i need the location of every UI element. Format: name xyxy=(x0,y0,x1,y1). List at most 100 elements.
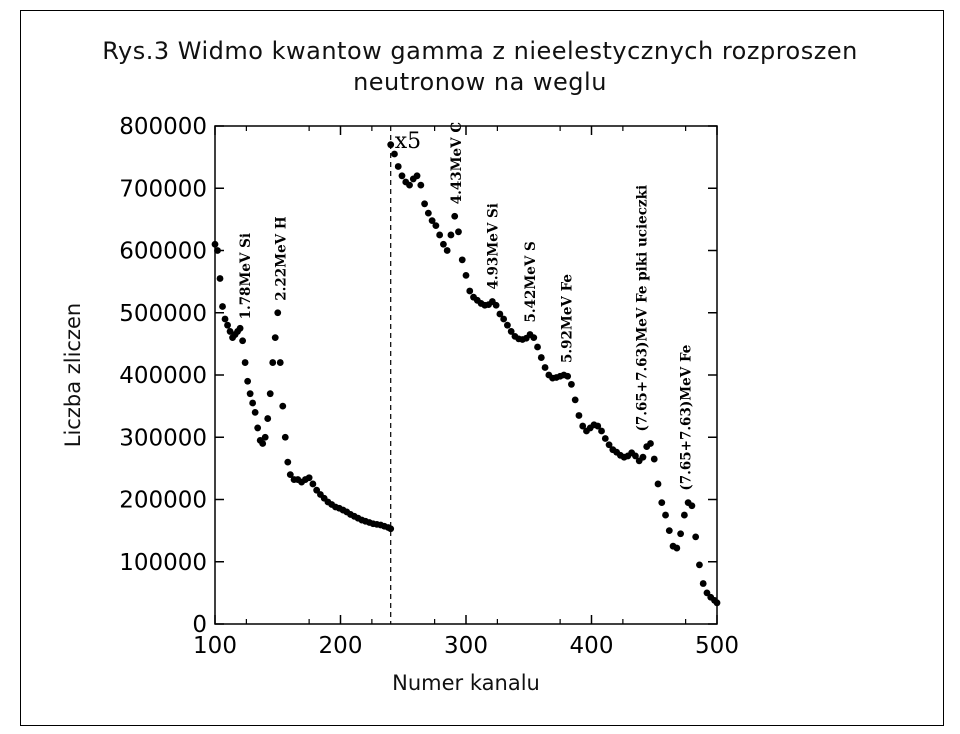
data-point xyxy=(266,390,274,398)
data-point xyxy=(699,580,707,587)
data-point xyxy=(601,435,609,442)
data-point xyxy=(391,150,398,158)
data-point xyxy=(504,321,511,329)
data-point xyxy=(421,200,428,208)
data-point xyxy=(673,544,681,552)
x-tick-label: 200 xyxy=(319,633,363,659)
data-point xyxy=(650,455,658,463)
peak-label: (7.65+7.63)MeV Fe piki ucieczki xyxy=(635,185,651,432)
data-point xyxy=(269,359,277,366)
data-point xyxy=(239,337,247,345)
data-point xyxy=(447,231,455,239)
data-point xyxy=(530,334,538,342)
x-axis: 100 200 300 400 500 xyxy=(193,126,739,659)
data-point xyxy=(443,247,451,254)
data-point xyxy=(226,328,234,335)
data-point xyxy=(537,354,545,361)
data-point xyxy=(654,480,662,488)
y-tick-label: 200000 xyxy=(119,488,207,514)
data-point xyxy=(436,231,444,239)
peak-label: 1.78MeV Si xyxy=(238,233,254,319)
data-point xyxy=(284,458,292,466)
peak-label: 5.42MeV S xyxy=(523,241,539,322)
data-point xyxy=(541,364,549,371)
data-point xyxy=(432,222,440,230)
data-point xyxy=(216,275,224,282)
figure-frame xyxy=(20,10,944,726)
data-point xyxy=(241,359,249,366)
data-point xyxy=(276,359,284,366)
chart-title-line1: Rys.3 Widmo kwantow gamma z nieelestyczn… xyxy=(102,37,858,65)
peak-label: 4.43MeV C xyxy=(449,122,465,205)
data-point xyxy=(677,530,685,538)
data-point xyxy=(440,240,447,248)
y-axis: 0 100000 200000 300000 400000 500000 600000 700… xyxy=(119,114,717,638)
chart-title-line2: neutronow na weglu xyxy=(353,68,607,96)
data-point xyxy=(274,309,282,317)
data-point xyxy=(261,433,269,441)
data-point xyxy=(564,372,572,380)
data-point xyxy=(598,427,605,435)
data-point xyxy=(246,390,254,398)
data-point xyxy=(632,452,639,460)
data-point xyxy=(462,272,470,279)
data-point xyxy=(211,240,219,248)
data-point xyxy=(387,525,395,533)
data-point xyxy=(413,172,421,180)
data-point xyxy=(394,163,402,170)
data-point xyxy=(236,324,244,332)
data-point xyxy=(647,440,654,447)
data-point xyxy=(500,315,508,323)
data-point xyxy=(507,328,515,335)
data-point xyxy=(279,402,287,410)
data-point xyxy=(451,212,459,220)
y-tick-label: 100000 xyxy=(119,550,207,576)
data-point xyxy=(713,599,721,607)
data-point xyxy=(568,380,575,388)
data-points xyxy=(211,141,721,607)
y-tick-label: 0 xyxy=(192,612,207,638)
data-point xyxy=(605,441,613,449)
data-point xyxy=(214,247,221,254)
data-point xyxy=(662,511,669,519)
data-point xyxy=(264,415,272,422)
data-point xyxy=(665,527,673,535)
data-point xyxy=(688,502,696,510)
y-tick-label: 800000 xyxy=(119,114,207,140)
y-tick-label: 600000 xyxy=(119,239,207,265)
data-point xyxy=(417,181,425,189)
data-point xyxy=(219,303,226,310)
y-axis-label: Liczba zliczen xyxy=(61,303,85,447)
data-point xyxy=(579,422,587,430)
data-point xyxy=(696,561,703,569)
y-tick-label: 500000 xyxy=(119,301,207,327)
data-point xyxy=(458,256,466,264)
peak-label: 2.22MeV H xyxy=(273,216,289,301)
data-point xyxy=(406,181,413,189)
y-tick-label: 400000 xyxy=(119,363,207,389)
data-point xyxy=(424,209,432,217)
data-point xyxy=(466,287,474,295)
data-point xyxy=(639,453,647,461)
data-point xyxy=(251,408,259,416)
data-point xyxy=(286,471,294,478)
data-point xyxy=(259,440,267,447)
data-point xyxy=(281,433,289,441)
y-tick-label: 300000 xyxy=(119,425,207,451)
data-point xyxy=(455,228,462,236)
x-tick-label: 100 xyxy=(193,633,237,659)
data-point xyxy=(249,399,257,407)
data-point xyxy=(692,533,700,541)
data-point xyxy=(428,217,436,225)
scale-note: x5 xyxy=(395,129,421,154)
x-axis-label: Numer kanalu xyxy=(392,671,540,695)
data-point xyxy=(244,377,252,385)
peak-annotations: 1.78MeV Si 2.22MeV H 4.43MeV C 4.93MeV Si 5.… xyxy=(238,122,695,491)
peak-label: 5.92MeV Fe xyxy=(559,274,575,363)
x-tick-label: 500 xyxy=(695,633,739,659)
data-point xyxy=(221,315,229,323)
data-point xyxy=(658,499,666,507)
data-point xyxy=(492,301,500,309)
data-point xyxy=(534,343,541,351)
y-tick-label: 700000 xyxy=(119,176,207,202)
